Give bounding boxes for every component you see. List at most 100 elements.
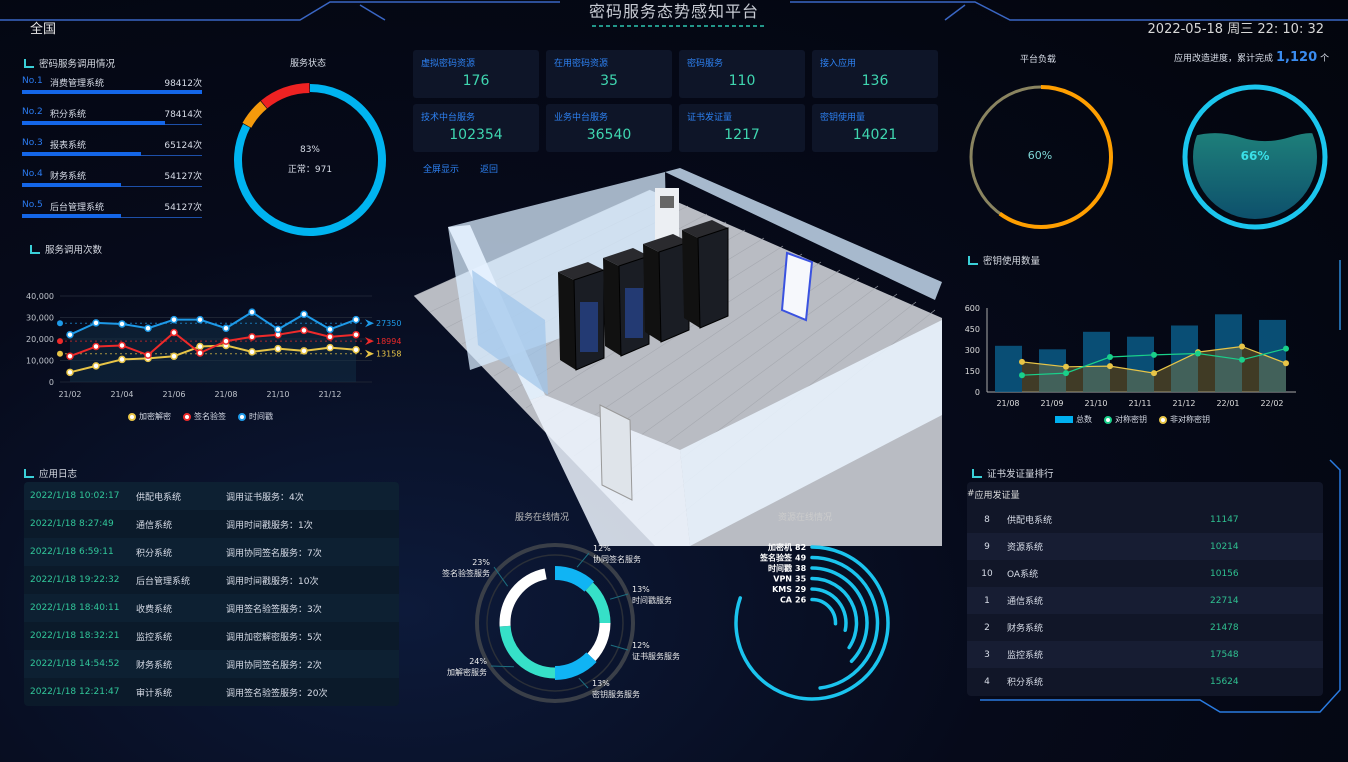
log-row[interactable]: 2022/1/18 8:27:49 通信系统 调用时间戳服务：1次 bbox=[24, 510, 399, 538]
log-row[interactable]: 2022/1/18 18:32:21 监控系统 调用加密解密服务：5次 bbox=[24, 622, 399, 650]
door[interactable] bbox=[599, 404, 633, 501]
pie-slice[interactable] bbox=[499, 568, 547, 627]
cert-row[interactable]: 10 OA系统 10156 bbox=[967, 560, 1323, 587]
data-point[interactable] bbox=[1107, 354, 1113, 360]
data-point[interactable] bbox=[248, 308, 256, 316]
data-point[interactable] bbox=[300, 326, 308, 335]
data-point[interactable] bbox=[118, 355, 126, 364]
data-point[interactable] bbox=[1019, 358, 1025, 365]
region-selector[interactable]: 全国 bbox=[30, 22, 57, 37]
data-point[interactable] bbox=[1107, 363, 1113, 370]
stat-card[interactable]: 接入应用 136 bbox=[812, 50, 938, 98]
data-point[interactable] bbox=[222, 324, 230, 332]
bar[interactable] bbox=[1127, 336, 1154, 392]
radial-bar[interactable] bbox=[810, 597, 838, 626]
data-point[interactable] bbox=[326, 325, 334, 334]
radial-bar[interactable] bbox=[810, 555, 880, 690]
radial-bar[interactable] bbox=[810, 587, 848, 632]
log-row[interactable]: 2022/1/18 19:22:32 后台管理系统 调用时间戳服务：10次 bbox=[24, 566, 399, 594]
data-point[interactable] bbox=[66, 368, 74, 377]
bar[interactable] bbox=[1215, 314, 1242, 392]
data-point[interactable] bbox=[170, 315, 178, 324]
legend-item[interactable]: 对称密钥 bbox=[1104, 414, 1147, 425]
data-point[interactable] bbox=[196, 342, 204, 351]
data-point[interactable] bbox=[352, 346, 360, 354]
data-point[interactable] bbox=[1283, 345, 1289, 352]
data-point[interactable] bbox=[92, 362, 100, 370]
legend-item[interactable]: 加密解密 bbox=[128, 411, 171, 422]
data-point[interactable] bbox=[144, 351, 152, 359]
legend-item[interactable]: 签名验签 bbox=[183, 411, 226, 422]
log-row[interactable]: 2022/1/18 18:40:11 收费系统 调用签名验签服务：3次 bbox=[24, 594, 399, 622]
cert-row[interactable]: 8 供配电系统 11147 bbox=[967, 506, 1323, 533]
data-point[interactable] bbox=[326, 333, 334, 341]
data-point[interactable] bbox=[66, 330, 74, 339]
cert-row[interactable]: 2 财务系统 21478 bbox=[967, 614, 1323, 641]
stat-card[interactable]: 业务中台服务 36540 bbox=[546, 104, 672, 152]
pie-slice[interactable] bbox=[587, 622, 611, 661]
server-racks[interactable] bbox=[558, 220, 729, 371]
stat-card[interactable]: 虚拟密码资源 176 bbox=[413, 50, 539, 98]
data-point[interactable] bbox=[1019, 372, 1025, 379]
stat-card[interactable]: 密钥使用量 14021 bbox=[812, 104, 938, 152]
stat-card[interactable]: 在用密码资源 35 bbox=[546, 50, 672, 98]
server-rack[interactable] bbox=[658, 241, 690, 343]
radial-bar[interactable] bbox=[734, 545, 890, 701]
data-point[interactable] bbox=[1239, 343, 1245, 350]
bar[interactable] bbox=[1259, 319, 1286, 392]
cert-row[interactable]: 9 资源系统 10214 bbox=[967, 533, 1323, 560]
data-point[interactable] bbox=[66, 352, 74, 360]
pie-slice[interactable] bbox=[499, 625, 556, 679]
data-point[interactable] bbox=[118, 320, 126, 328]
pie-slice[interactable] bbox=[585, 582, 611, 624]
data-point[interactable] bbox=[144, 324, 152, 332]
data-point[interactable] bbox=[92, 342, 100, 351]
legend-item[interactable]: 时间戳 bbox=[238, 411, 273, 422]
legend-item[interactable]: 总数 bbox=[1055, 414, 1092, 425]
back-link[interactable]: 返回 bbox=[480, 165, 499, 175]
log-row[interactable]: 2022/1/18 6:59:11 积分系统 调用协同签名服务：7次 bbox=[24, 538, 399, 566]
radial-bar[interactable] bbox=[810, 576, 859, 650]
data-point[interactable] bbox=[1151, 351, 1157, 358]
fullscreen-link[interactable]: 全屏显示 bbox=[423, 165, 460, 175]
radial-bar[interactable] bbox=[810, 566, 869, 663]
air-conditioner[interactable] bbox=[655, 188, 679, 240]
stat-card[interactable]: 技术中台服务 102354 bbox=[413, 104, 539, 152]
data-point[interactable] bbox=[92, 319, 100, 327]
cert-row[interactable]: 3 监控系统 17548 bbox=[967, 641, 1323, 668]
data-point[interactable] bbox=[1063, 363, 1069, 370]
data-point[interactable] bbox=[170, 328, 178, 337]
data-point[interactable] bbox=[274, 344, 282, 353]
pie-slice[interactable] bbox=[554, 566, 595, 592]
data-point[interactable] bbox=[1195, 350, 1201, 357]
data-point[interactable] bbox=[118, 341, 126, 350]
log-row[interactable]: 2022/1/18 10:02:17 供配电系统 调用证书服务：4次 bbox=[24, 482, 399, 510]
data-point[interactable] bbox=[326, 343, 334, 352]
data-point[interactable] bbox=[1063, 370, 1069, 377]
data-point[interactable] bbox=[352, 315, 360, 324]
log-row[interactable]: 2022/1/18 12:21:47 审计系统 调用签名验签服务：20次 bbox=[24, 678, 399, 706]
cert-row[interactable]: 1 通信系统 22714 bbox=[967, 587, 1323, 614]
data-point[interactable] bbox=[1283, 360, 1289, 367]
server-rack[interactable] bbox=[697, 227, 729, 329]
data-point[interactable] bbox=[248, 348, 256, 356]
log-row[interactable]: 2022/1/18 14:54:52 财务系统 调用协同签名服务：2次 bbox=[24, 650, 399, 678]
bar[interactable] bbox=[1039, 349, 1066, 392]
stat-card[interactable]: 证书发证量 1217 bbox=[679, 104, 805, 152]
data-point[interactable] bbox=[1239, 356, 1245, 363]
data-point[interactable] bbox=[1151, 370, 1157, 377]
data-point[interactable] bbox=[300, 310, 308, 319]
data-point[interactable] bbox=[170, 352, 178, 360]
stat-card[interactable]: 密码服务 110 bbox=[679, 50, 805, 98]
legend-item[interactable]: 非对称密钥 bbox=[1159, 414, 1210, 425]
data-point[interactable] bbox=[222, 337, 230, 345]
pie-slice[interactable] bbox=[554, 652, 597, 680]
data-point[interactable] bbox=[196, 315, 204, 324]
bar[interactable] bbox=[995, 345, 1022, 392]
data-point[interactable] bbox=[248, 333, 256, 341]
cert-row[interactable]: 4 积分系统 15624 bbox=[967, 668, 1323, 695]
data-point[interactable] bbox=[300, 347, 308, 355]
machine-room-3d-view[interactable] bbox=[413, 168, 942, 546]
data-point[interactable] bbox=[274, 325, 282, 334]
data-point[interactable] bbox=[352, 330, 360, 339]
